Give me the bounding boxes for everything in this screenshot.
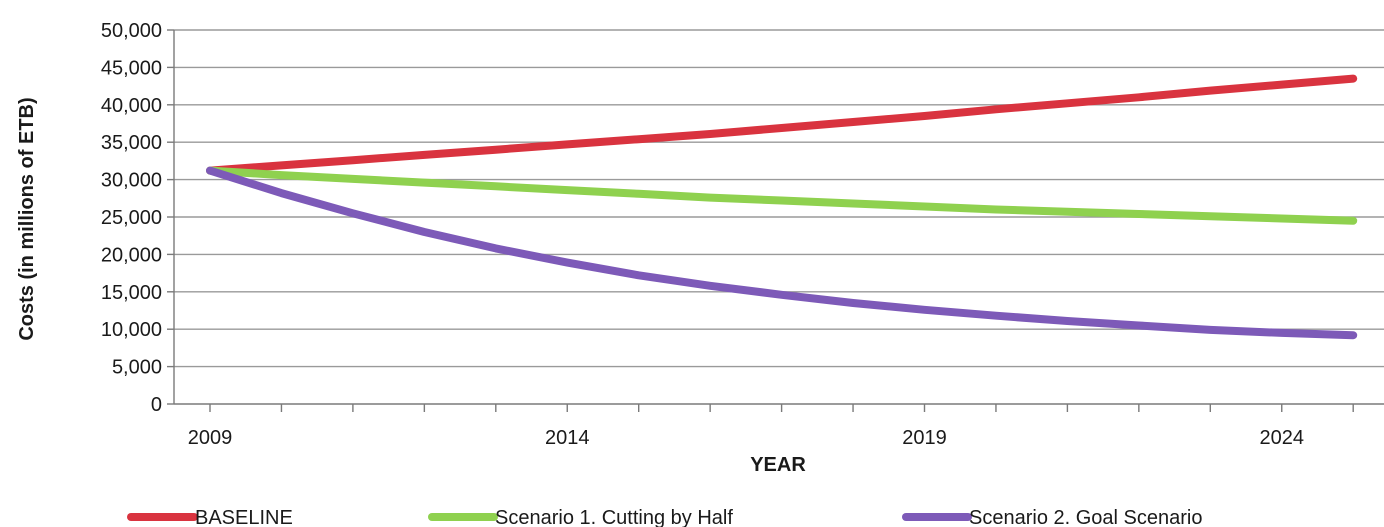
x-tick-label: 2014 — [545, 427, 590, 449]
y-tick-label: 0 — [151, 394, 162, 416]
legend-label: BASELINE — [195, 507, 293, 527]
series-lines — [206, 74, 1358, 340]
x-tick-label: 2019 — [902, 427, 947, 449]
legend-item-3: Scenario 2. Goal Scenario — [902, 507, 1202, 527]
y-tick-label: 25,000 — [101, 207, 162, 229]
y-tick-label: 40,000 — [101, 95, 162, 117]
y-tick-label: 50,000 — [101, 20, 162, 42]
x-tick-labels: 2009 2014 2019 2024 — [188, 427, 1304, 449]
x-tick-label: 2009 — [188, 427, 233, 449]
y-tick-label: 30,000 — [101, 170, 162, 192]
axes — [167, 29, 1384, 412]
y-tick-label: 15,000 — [101, 282, 162, 304]
y-axis-title: Costs (in millions of ETB) — [16, 97, 38, 340]
y-tick-label: 35,000 — [101, 132, 162, 154]
y-tick-label: 5,000 — [112, 357, 162, 379]
legend-label: Scenario 2. Goal Scenario — [969, 507, 1202, 527]
y-tick-label: 20,000 — [101, 244, 162, 266]
legend-label: Scenario 1. Cutting by Half — [495, 507, 733, 527]
legend: BASELINE Scenario 1. Cutting by Half Scena… — [127, 507, 1202, 527]
y-tick-label: 45,000 — [101, 57, 162, 79]
y-tick-label: 10,000 — [101, 319, 162, 341]
legend-item-1: BASELINE — [127, 507, 293, 527]
legend-item-2: Scenario 1. Cutting by Half — [428, 507, 733, 527]
x-tick-label: 2024 — [1260, 427, 1305, 449]
series-line-1 — [206, 74, 1358, 175]
x-axis-title: YEAR — [750, 454, 806, 476]
series-line-2 — [206, 166, 1358, 225]
series-line-3 — [206, 166, 1358, 340]
y-tick-labels: 0 5,000 10,000 15,000 20,000 25,000 30,000 35,0… — [101, 20, 162, 416]
